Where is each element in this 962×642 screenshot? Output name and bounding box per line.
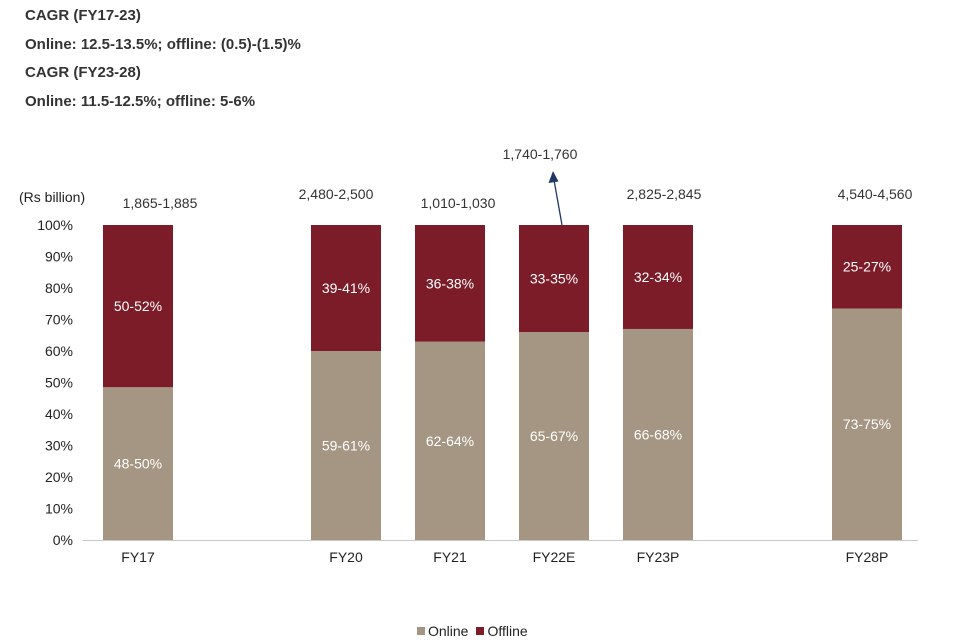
legend-item-offline: Offline (476, 623, 528, 639)
bar-online-fy17 (103, 387, 173, 540)
y-tick-label: 60% (45, 343, 73, 359)
bar-offline-fy21 (415, 225, 485, 342)
legend-label-online: Online (428, 623, 469, 639)
total-label: 1,865-1,885 (123, 195, 198, 211)
total-label: 1,010-1,030 (421, 195, 496, 211)
cagr-values-fy17-23: Online: 12.5-13.5%; offline: (0.5)-(1.5)… (25, 36, 301, 53)
y-tick-label: 20% (45, 469, 73, 485)
bar-offline-fy17 (103, 225, 173, 388)
annotation-arrow-head (548, 171, 559, 183)
bar-online-fy21 (415, 341, 485, 540)
total-label: 4,540-4,560 (838, 186, 913, 202)
data-label-online: 62-64% (426, 433, 474, 449)
unit-label: (Rs billion) (19, 189, 85, 205)
x-tick-label: FY22E (533, 549, 576, 565)
data-label-offline: 25-27% (843, 259, 891, 275)
legend-label-offline: Offline (487, 623, 528, 639)
total-label: 2,480-2,500 (299, 186, 374, 202)
data-label-offline: 32-34% (634, 269, 682, 285)
legend: Online Offline (417, 623, 536, 639)
x-axis: FY17 FY20 FY21 FY22E FY23P FY28P (83, 540, 918, 565)
data-label-online: 48-50% (114, 456, 162, 472)
bar-online-fy23p (623, 328, 693, 540)
legend-swatch-offline (476, 627, 485, 635)
bar-online-fy22e (519, 332, 589, 540)
bar-online-fy28p (832, 308, 902, 540)
total-label: 2,825-2,845 (627, 186, 702, 202)
bar-offline-fy22e (519, 225, 589, 333)
y-tick-label: 70% (45, 312, 73, 328)
legend-swatch-online (417, 627, 425, 635)
legend-item-online: Online (417, 623, 468, 639)
data-label-online: 73-75% (843, 416, 891, 432)
y-tick-label: 80% (45, 280, 73, 296)
y-tick-label: 10% (45, 501, 73, 517)
bar-offline-fy23p (623, 225, 693, 329)
bar-offline-fy28p (832, 225, 902, 309)
y-tick-label: 40% (45, 406, 73, 422)
data-label-offline: 36-38% (426, 275, 474, 291)
y-tick-label: 50% (45, 375, 73, 391)
x-tick-label: FY28P (846, 549, 889, 565)
y-tick-label: 100% (37, 217, 73, 233)
cagr-heading-fy23-28: CAGR (FY23-28) (25, 64, 141, 81)
data-label-offline: 50-52% (114, 298, 162, 314)
x-tick-label: FY20 (329, 549, 363, 565)
total-label: 1,740-1,760 (503, 146, 578, 162)
data-label-online: 66-68% (634, 426, 682, 442)
bar-offline-fy20 (311, 225, 381, 351)
annotation-arrow-line (553, 179, 563, 226)
bars: 48-50% 50-52% 1,865-1,885 59-61% 39-41% 2,480… (103, 146, 913, 540)
y-tick-label: 90% (45, 249, 73, 265)
data-label-online: 59-61% (322, 438, 370, 454)
y-tick-label: 30% (45, 438, 73, 454)
data-label-offline: 33-35% (530, 271, 578, 287)
x-tick-label: FY17 (121, 549, 155, 565)
x-tick-label: FY21 (433, 549, 467, 565)
x-tick-label: FY23P (637, 549, 680, 565)
y-tick-label: 0% (53, 532, 73, 548)
data-label-online: 65-67% (530, 428, 578, 444)
y-axis: 0% 10% 20% 30% 40% 50% 60% 70% 80% 90% 100% (37, 217, 73, 548)
stacked-bar-chart: (Rs billion) 0% 10% 20% 30% 40% 50% 60% 70% 80% 9… (19, 146, 918, 565)
cagr-heading-fy17-23: CAGR (FY17-23) (25, 7, 141, 24)
cagr-values-fy23-28: Online: 11.5-12.5%; offline: 5-6% (25, 93, 256, 110)
bar-online-fy20 (311, 351, 381, 540)
data-label-offline: 39-41% (322, 280, 370, 296)
